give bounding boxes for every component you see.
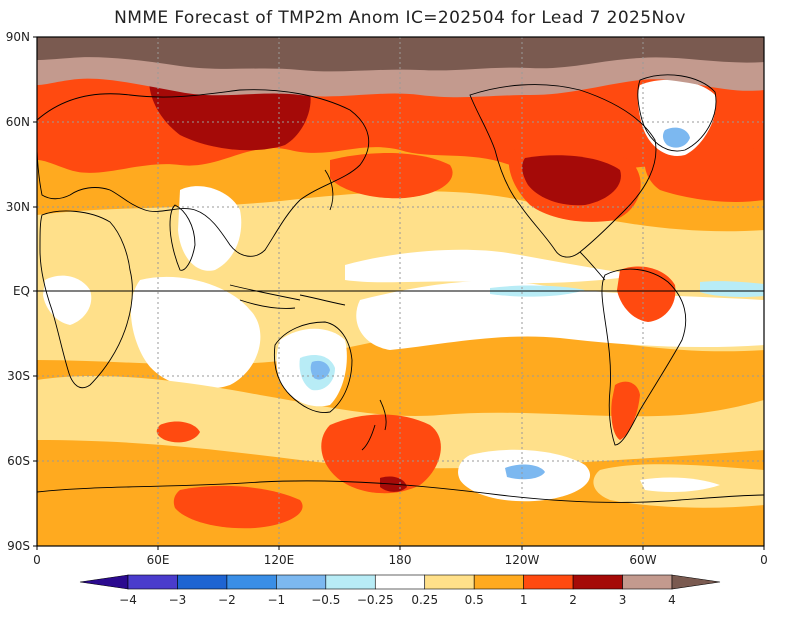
- coast-greenland: [637, 74, 717, 152]
- north-america-very-hot: [522, 155, 621, 206]
- lat-label-30s: 30S: [7, 369, 30, 383]
- colorbar-label-1: −3: [169, 593, 187, 607]
- australia-cool-core: [310, 360, 330, 380]
- coast-south-america: [601, 268, 687, 446]
- tick-marks: [33, 36, 765, 550]
- coast-eurasia: [37, 89, 370, 257]
- colorbar-label-0: −4: [119, 593, 137, 607]
- indian-ocean-neutral: [130, 276, 261, 389]
- colorbar-bin-6: [374, 574, 426, 590]
- arctic-max-band: [37, 37, 764, 72]
- coast-new-zealand: [361, 399, 387, 451]
- lat-label-eq: EQ: [13, 284, 30, 298]
- coastlines: [37, 74, 764, 503]
- colorbar-bin-2: [177, 574, 228, 590]
- lat-label-90s: 90S: [7, 539, 30, 553]
- coast-australia: [273, 321, 353, 413]
- lon-label-60e: 60E: [147, 553, 170, 567]
- antarctic-hot: [173, 485, 303, 529]
- colorbar-label-10: 3: [619, 593, 627, 607]
- colorbar-bin-1: [127, 574, 178, 590]
- south-pacific-cool: [505, 464, 545, 480]
- colorbar-label-8: 1: [520, 593, 528, 607]
- colorbar-label-11: 4: [668, 593, 676, 607]
- south-pacific-hot: [321, 414, 441, 494]
- north-atlantic-hot: [644, 144, 764, 202]
- lon-label-180: 180: [389, 553, 412, 567]
- colorbar-bin-3: [226, 574, 277, 590]
- greenland-cool: [662, 127, 690, 148]
- southern-ocean-hot-patch: [156, 421, 200, 443]
- latitude-labels: 90N 60N 30N EQ 30S 60S 90S: [6, 30, 30, 553]
- colorbar-bin-8: [473, 574, 524, 590]
- longitude-labels: 0 60E 120E 180 120W 60W 0: [33, 553, 768, 567]
- lat-label-30n: 30N: [6, 200, 30, 214]
- coast-north-america: [469, 84, 657, 258]
- colorbar-bin-11: [622, 574, 673, 590]
- lon-label-120w: 120W: [505, 553, 540, 567]
- lon-label-0-east: 0: [760, 553, 768, 567]
- argentina-hot: [611, 381, 640, 440]
- lon-label-0-west: 0: [33, 553, 41, 567]
- colorbar-label-3: −1: [268, 593, 286, 607]
- colorbar-bin-7: [424, 574, 475, 590]
- colorbar-bin-12: [671, 574, 721, 590]
- colorbar-label-9: 2: [569, 593, 577, 607]
- southern-neutral-east: [640, 477, 720, 493]
- lat-label-90n: 90N: [6, 30, 30, 44]
- colorbar-label-2: −2: [218, 593, 236, 607]
- equatorial-cool-patch-east: [700, 281, 764, 297]
- map-title: NMME Forecast of TMP2m Anom IC=202504 fo…: [114, 8, 686, 28]
- colorbar-bin-5: [325, 574, 376, 590]
- coast-india: [169, 204, 196, 271]
- coast-central-america: [579, 251, 606, 281]
- greenland-neutral: [637, 79, 716, 156]
- coast-antarctica: [37, 480, 764, 503]
- lon-label-120e: 120E: [264, 553, 295, 567]
- colorbar-bin-4: [276, 574, 327, 590]
- colorbar-bin-10: [572, 574, 623, 590]
- colorbar: −4 −3 −2 −1 −0.5 −0.25 0.25 0.5 1 2 3 4: [79, 574, 721, 607]
- coast-indonesia: [229, 284, 346, 309]
- amazon-hot: [617, 266, 676, 322]
- colorbar-label-4: −0.5: [311, 593, 340, 607]
- colorbar-bin-9: [523, 574, 574, 590]
- colorbar-label-6: 0.25: [411, 593, 438, 607]
- coast-africa: [39, 210, 133, 389]
- colorbar-label-7: 0.5: [465, 593, 484, 607]
- equatorial-pacific-neutral: [345, 249, 640, 284]
- lat-label-60n: 60N: [6, 115, 30, 129]
- lon-label-60w: 60W: [629, 553, 656, 567]
- lat-label-60s: 60S: [7, 454, 30, 468]
- colorbar-label-5: −0.25: [357, 593, 394, 607]
- africa-neutral: [43, 275, 92, 325]
- colorbar-bin-0: [79, 574, 129, 590]
- coast-japan: [324, 169, 334, 211]
